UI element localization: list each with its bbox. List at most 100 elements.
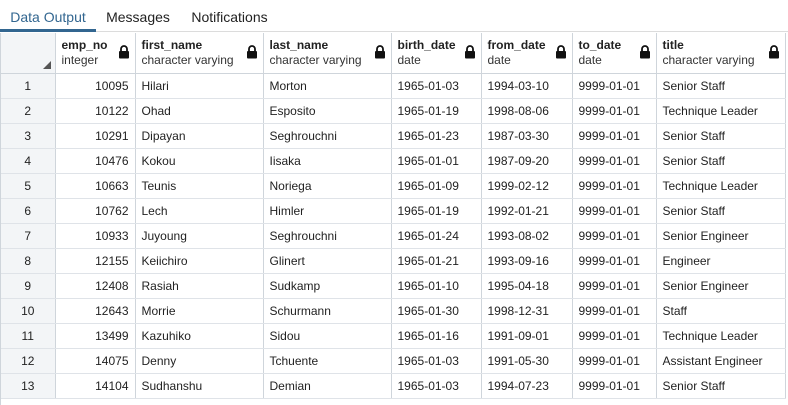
- cell-first_name[interactable]: Denny: [135, 348, 264, 374]
- cell-from_date[interactable]: 1987-09-20: [481, 148, 573, 174]
- cell-emp_no[interactable]: 10933: [55, 223, 136, 249]
- cell-emp_no[interactable]: 12408: [55, 273, 136, 299]
- cell-from_date[interactable]: 1995-04-18: [481, 273, 573, 299]
- table-row[interactable]: 11 13499 Kazuhiko Sidou 1965-01-16 1991-09-01…: [1, 323, 786, 349]
- cell-title[interactable]: Senior Staff: [656, 148, 786, 174]
- cell-emp_no[interactable]: 10291: [55, 123, 136, 149]
- row-number[interactable]: 4: [1, 148, 56, 174]
- cell-last_name[interactable]: Demian: [263, 373, 392, 399]
- cell-emp_no[interactable]: 12155: [55, 248, 136, 274]
- row-number[interactable]: 11: [1, 323, 56, 349]
- cell-last_name[interactable]: Sidou: [263, 323, 392, 349]
- cell-first_name[interactable]: Dipayan: [135, 123, 264, 149]
- tab-notifications[interactable]: Notifications: [191, 9, 268, 25]
- cell-to_date[interactable]: 9999-01-01: [572, 323, 657, 349]
- cell-from_date[interactable]: 1994-07-23: [481, 373, 573, 399]
- cell-birth_date[interactable]: 1965-01-19: [391, 198, 482, 224]
- cell-emp_no[interactable]: 10476: [55, 148, 136, 174]
- row-number[interactable]: 10: [1, 298, 56, 324]
- cell-last_name[interactable]: Noriega: [263, 173, 392, 199]
- cell-birth_date[interactable]: 1965-01-16: [391, 323, 482, 349]
- cell-first_name[interactable]: Lech: [135, 198, 264, 224]
- cell-title[interactable]: Assistant Engineer: [656, 348, 786, 374]
- cell-birth_date[interactable]: 1965-01-21: [391, 248, 482, 274]
- cell-last_name[interactable]: Morton: [263, 73, 392, 99]
- cell-emp_no[interactable]: 14075: [55, 348, 136, 374]
- cell-title[interactable]: Technique Leader: [656, 173, 786, 199]
- cell-title[interactable]: Senior Engineer: [656, 273, 786, 299]
- cell-emp_no[interactable]: 14104: [55, 373, 136, 399]
- cell-last_name[interactable]: Himler: [263, 198, 392, 224]
- table-row[interactable]: 13 14104 Sudhanshu Demian 1965-01-03 1994-07-…: [1, 373, 786, 399]
- cell-to_date[interactable]: 9999-01-01: [572, 198, 657, 224]
- tab-data-output[interactable]: Data Output: [0, 0, 96, 32]
- table-row[interactable]: 3 10291 Dipayan Seghrouchni 1965-01-23 1987-0…: [1, 123, 786, 149]
- row-number[interactable]: 2: [1, 98, 56, 124]
- cell-from_date[interactable]: 1998-12-31: [481, 298, 573, 324]
- cell-first_name[interactable]: Kokou: [135, 148, 264, 174]
- cell-to_date[interactable]: 9999-01-01: [572, 223, 657, 249]
- cell-birth_date[interactable]: 1965-01-09: [391, 173, 482, 199]
- cell-emp_no[interactable]: 10122: [55, 98, 136, 124]
- cell-to_date[interactable]: 9999-01-01: [572, 373, 657, 399]
- column-header-first_name[interactable]: first_name character varying: [135, 33, 264, 74]
- cell-title[interactable]: Senior Staff: [656, 73, 786, 99]
- cell-birth_date[interactable]: 1965-01-01: [391, 148, 482, 174]
- tab-messages[interactable]: Messages: [106, 9, 170, 25]
- cell-title[interactable]: Staff: [656, 298, 786, 324]
- cell-last_name[interactable]: Tchuente: [263, 348, 392, 374]
- cell-to_date[interactable]: 9999-01-01: [572, 73, 657, 99]
- cell-title[interactable]: Senior Engineer: [656, 223, 786, 249]
- table-row[interactable]: 9 12408 Rasiah Sudkamp 1965-01-10 1995-04-18 9…: [1, 273, 786, 299]
- cell-to_date[interactable]: 9999-01-01: [572, 273, 657, 299]
- cell-from_date[interactable]: 1987-03-30: [481, 123, 573, 149]
- cell-last_name[interactable]: Seghrouchni: [263, 223, 392, 249]
- cell-first_name[interactable]: Rasiah: [135, 273, 264, 299]
- table-row[interactable]: 6 10762 Lech Himler 1965-01-19 1992-01-21 9999…: [1, 198, 786, 224]
- select-all-corner[interactable]: [1, 33, 56, 74]
- table-row[interactable]: 1 10095 Hilari Morton 1965-01-03 1994-03-10 99…: [1, 73, 786, 99]
- cell-from_date[interactable]: 1992-01-21: [481, 198, 573, 224]
- cell-last_name[interactable]: Esposito: [263, 98, 392, 124]
- table-row[interactable]: 4 10476 Kokou Iisaka 1965-01-01 1987-09-20 999…: [1, 148, 786, 174]
- cell-birth_date[interactable]: 1965-01-10: [391, 273, 482, 299]
- cell-last_name[interactable]: Glinert: [263, 248, 392, 274]
- cell-to_date[interactable]: 9999-01-01: [572, 173, 657, 199]
- table-row[interactable]: 2 10122 Ohad Esposito 1965-01-19 1998-08-06 99…: [1, 98, 786, 124]
- cell-first_name[interactable]: Sudhanshu: [135, 373, 264, 399]
- cell-to_date[interactable]: 9999-01-01: [572, 248, 657, 274]
- cell-birth_date[interactable]: 1965-01-03: [391, 73, 482, 99]
- cell-from_date[interactable]: 1993-09-16: [481, 248, 573, 274]
- cell-title[interactable]: Technique Leader: [656, 98, 786, 124]
- cell-birth_date[interactable]: 1965-01-30: [391, 298, 482, 324]
- cell-to_date[interactable]: 9999-01-01: [572, 298, 657, 324]
- row-number[interactable]: 12: [1, 348, 56, 374]
- cell-emp_no[interactable]: 10095: [55, 73, 136, 99]
- column-header-to_date[interactable]: to_date date: [572, 33, 657, 74]
- cell-last_name[interactable]: Schurmann: [263, 298, 392, 324]
- cell-emp_no[interactable]: 13499: [55, 323, 136, 349]
- cell-from_date[interactable]: 1991-09-01: [481, 323, 573, 349]
- cell-to_date[interactable]: 9999-01-01: [572, 148, 657, 174]
- cell-from_date[interactable]: 1991-05-30: [481, 348, 573, 374]
- cell-to_date[interactable]: 9999-01-01: [572, 98, 657, 124]
- cell-first_name[interactable]: Ohad: [135, 98, 264, 124]
- table-row[interactable]: 10 12643 Morrie Schurmann 1965-01-30 1998-12-…: [1, 298, 786, 324]
- row-number[interactable]: 13: [1, 373, 56, 399]
- cell-birth_date[interactable]: 1965-01-19: [391, 98, 482, 124]
- row-number[interactable]: 3: [1, 123, 56, 149]
- row-number[interactable]: 9: [1, 273, 56, 299]
- row-number[interactable]: 6: [1, 198, 56, 224]
- table-row[interactable]: 5 10663 Teunis Noriega 1965-01-09 1999-02-12 9…: [1, 173, 786, 199]
- cell-last_name[interactable]: Iisaka: [263, 148, 392, 174]
- cell-title[interactable]: Senior Staff: [656, 123, 786, 149]
- cell-emp_no[interactable]: 10762: [55, 198, 136, 224]
- cell-from_date[interactable]: 1999-02-12: [481, 173, 573, 199]
- table-row[interactable]: 8 12155 Keiichiro Glinert 1965-01-21 1993-09-…: [1, 248, 786, 274]
- cell-from_date[interactable]: 1998-08-06: [481, 98, 573, 124]
- column-header-from_date[interactable]: from_date date: [481, 33, 573, 74]
- cell-last_name[interactable]: Sudkamp: [263, 273, 392, 299]
- row-number[interactable]: 1: [1, 73, 56, 99]
- cell-first_name[interactable]: Hilari: [135, 73, 264, 99]
- cell-first_name[interactable]: Morrie: [135, 298, 264, 324]
